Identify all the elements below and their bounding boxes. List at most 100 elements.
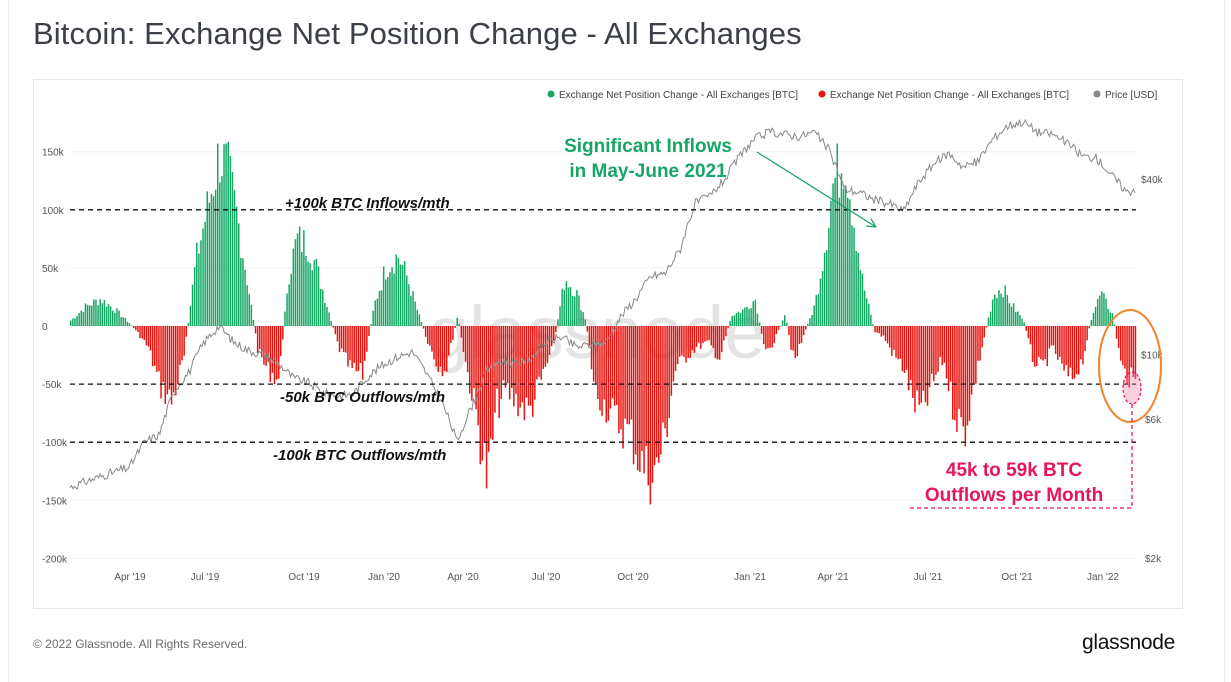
outflow-bar [706,326,708,341]
inflow-bar [847,197,849,326]
annotations: Significant Inflows in May-June 2021 45k t… [564,136,1162,509]
inflow-bar [580,310,582,326]
inflow-bar [200,240,202,326]
inflow-bar [238,223,240,326]
outflow-bar [611,326,614,399]
outflow-bar [1033,326,1036,367]
outflow-bar [760,326,763,334]
outflow-bar [534,326,536,400]
inflow-bar [859,270,862,326]
outflow-bar [588,326,591,346]
outflow-bar [263,326,265,365]
inflow-bar [301,252,303,326]
x-tick-label: Apr '19 [114,572,146,583]
outflow-bar [700,326,702,349]
outflow-bar [553,326,555,341]
outflow-bar [492,326,494,440]
inflow-bar [414,301,416,326]
inflow-bar [754,299,757,326]
outflow-bar [653,326,656,466]
outflow-bar [939,326,941,358]
outflow-bar [156,326,158,372]
page-title: Bitcoin: Exchange Net Position Change - … [33,16,802,51]
inflow-bar [391,267,393,326]
outflow-bar [538,326,540,377]
outflow-bar [550,326,553,347]
inflow-bar [196,242,198,326]
inflow-bar [731,315,733,326]
inflow-bar [1113,324,1116,326]
outflow-bar [691,326,694,351]
outflow-bar [282,326,284,340]
inflow-bar [563,289,565,326]
outflow-bar [1124,326,1126,369]
outflow-bar [926,326,929,406]
inflow-bar [863,290,866,326]
outflow-bar [336,326,339,342]
inflow-bar [735,313,738,326]
inflow-bar [744,307,746,326]
outflow-bar [895,326,897,358]
outflow-bar [471,326,473,401]
outflow-bar [792,326,794,351]
outflow-bar [353,326,355,363]
outflow-bar [485,326,488,489]
outflow-bar [620,326,622,430]
x-tick-label: Jan '22 [1087,572,1119,583]
inflow-bar [786,322,788,326]
outflow-bar [357,326,360,371]
inflow-bar [284,311,286,326]
inflow-bar [235,206,238,326]
outflow-bar [1025,326,1027,331]
inflow-bar [565,281,568,326]
outflow-bar [931,326,933,374]
outflow-bar [441,326,444,377]
y-tick-label: 100k [42,206,65,217]
reference-lines: +100k BTC Inflows/mth -50k BTC Outflows/m… [70,195,1136,464]
outflow-bar [460,326,463,338]
outflow-bar [1040,326,1042,360]
inflow-bar [72,318,74,326]
outflow-bar [479,326,481,465]
inflow-bar [290,273,292,326]
outflow-bar [670,326,673,396]
outflow-bar [697,326,700,343]
inflow-bar [294,239,297,326]
inflow-bar [112,310,114,326]
inflow-bar [122,317,124,326]
inflow-bar [208,202,211,326]
inflow-bar [781,320,784,326]
x-tick-label: Oct '21 [1001,572,1033,583]
outflow-bar [158,326,160,372]
inflow-bar [758,322,761,326]
inflow-bar [109,306,112,326]
inflow-bar [1099,295,1101,326]
x-tick-label: Apr '21 [817,572,849,583]
outflow-bar [800,326,803,343]
outflow-bar [666,326,668,438]
outflow-bar [361,326,364,380]
inflow-bar [380,290,383,326]
outflow-bar [947,326,950,392]
outflow-bar [525,326,528,398]
inflow-bar [1019,315,1021,326]
inflow-bar [128,323,131,326]
inflow-bar [817,294,820,326]
outflow-bar [273,326,276,385]
inflow-bar [872,324,874,326]
outflow-bar [889,326,891,348]
outflow-bar [979,326,981,361]
outflow-bar [775,326,778,335]
outflow-bar [529,326,532,406]
inflow-bar [397,257,400,326]
outflow-bar [487,326,490,452]
outflow-bar [1120,326,1122,361]
outflow-bar [592,326,595,382]
outflow-bar [532,326,534,417]
outflow-bar [624,326,626,419]
outflow-bar [763,326,765,345]
page-frame [8,0,1225,682]
outflow-bar [874,326,876,333]
inflow-bar [416,309,418,326]
inflow-bar [120,317,122,326]
